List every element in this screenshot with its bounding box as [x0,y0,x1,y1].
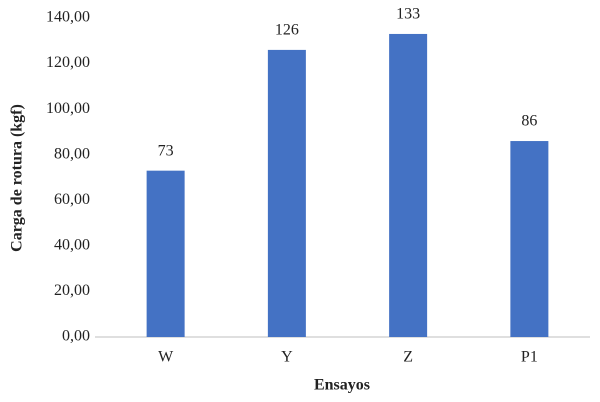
bar [146,170,185,337]
x-tick-label: W [158,349,174,366]
data-label: 73 [158,142,174,159]
y-tick-label: 100,00 [46,100,90,117]
bar [267,49,306,338]
y-tick-label: 20,00 [54,282,90,299]
y-tick-label: 140,00 [46,9,90,26]
bar [510,141,549,337]
y-tick-label: 0,00 [62,328,90,345]
y-tick-label: 120,00 [46,54,90,71]
y-tick-label: 60,00 [54,191,90,208]
y-tick-label: 80,00 [54,145,90,162]
y-axis-title: Carga de rotura (kgf) [9,104,26,252]
y-tick-label: 40,00 [54,237,90,254]
x-tick-label: Y [281,349,293,366]
data-label: 133 [396,6,420,23]
x-axis-title: Ensayos [314,377,370,394]
x-tick-label: Z [403,349,413,366]
bar [389,33,428,337]
data-label: 126 [275,22,299,39]
x-tick-label: P1 [521,349,538,366]
data-label: 86 [521,113,537,130]
